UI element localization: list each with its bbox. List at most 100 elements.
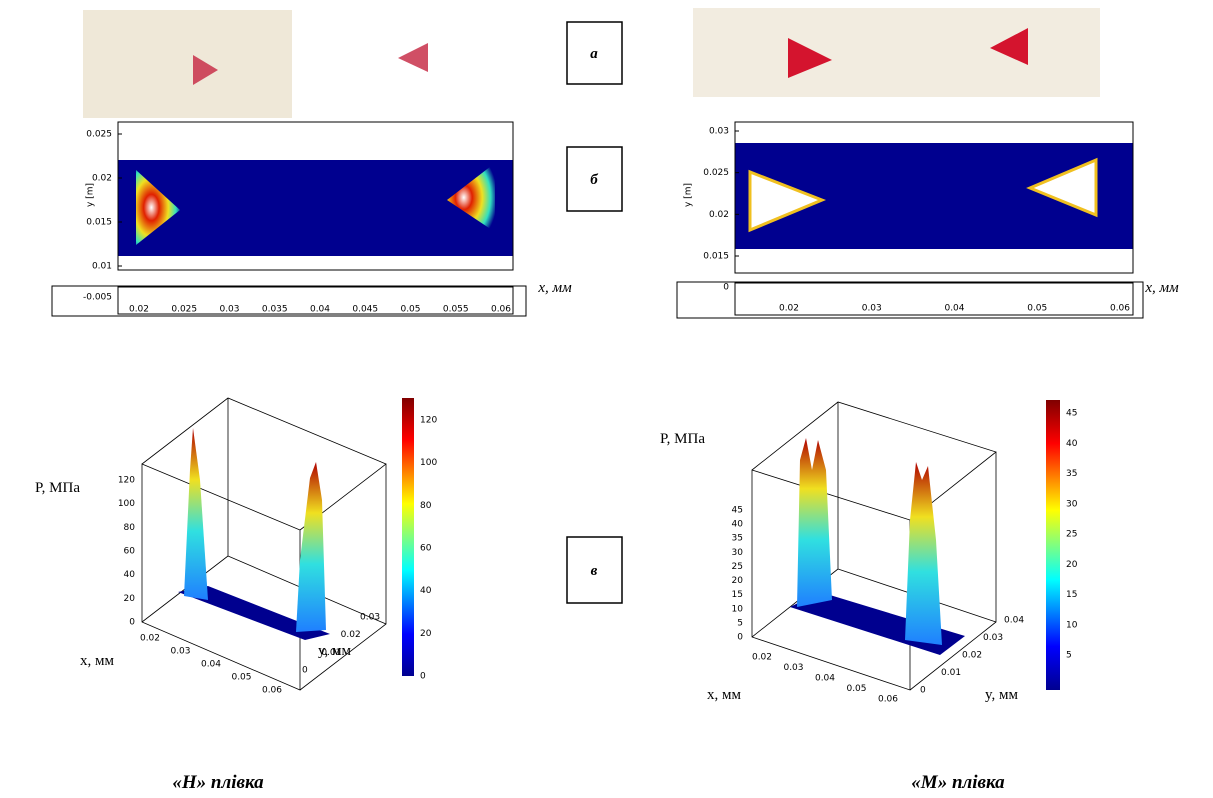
z-axis-label: P, МПа — [660, 431, 705, 447]
y-tick-label: 0.025 — [86, 130, 112, 140]
photo — [693, 8, 1100, 97]
x-tick-label: 0.06 — [262, 686, 282, 696]
z-tick-label: 20 — [124, 594, 136, 604]
peak — [797, 438, 832, 607]
colorbar-tick-label: 25 — [1066, 530, 1077, 540]
floor — [178, 586, 330, 640]
imprint — [398, 43, 428, 72]
x-tick-label: 0.05 — [400, 305, 420, 315]
z-tick-label: 10 — [732, 604, 744, 614]
hot-spot — [136, 170, 180, 245]
colorbar-tick-label: 80 — [420, 501, 432, 511]
x-axis-label: x, мм — [1144, 280, 1179, 296]
peak — [905, 462, 942, 645]
z-tick-label: 35 — [732, 534, 743, 544]
x-tick-label: 0.025 — [171, 305, 197, 315]
x-tick-label: 0.05 — [231, 673, 251, 683]
x-tick-label: 0.06 — [878, 695, 898, 705]
x-tick-label: 0.02 — [752, 653, 772, 663]
x-tick-label: 0.03 — [219, 305, 239, 315]
colorbar-tick-label: 100 — [420, 458, 437, 468]
y-tick-label: 0 — [920, 686, 926, 696]
y-tick-label: 0.025 — [703, 168, 729, 178]
colorbar-tick-label: 40 — [1066, 439, 1078, 449]
y-axis-label: y [m] — [684, 183, 694, 207]
peak — [184, 428, 208, 600]
axes-frame — [734, 282, 1134, 316]
x-tick-label: 0.04 — [944, 304, 964, 314]
panel-label: б — [590, 172, 598, 188]
caption: «М» плівка — [911, 772, 1005, 793]
x-tick-label: 0.06 — [491, 305, 511, 315]
plot-3d — [141, 397, 414, 691]
peak — [296, 462, 326, 632]
x-axis-label: x, мм — [80, 653, 114, 669]
y-tick-label: 0.03 — [983, 633, 1003, 643]
y-axis-label: y, мм — [985, 687, 1019, 703]
z-tick-label: 15 — [732, 590, 743, 600]
y-tick-label: 0.04 — [1004, 616, 1024, 626]
z-tick-label: 20 — [732, 576, 744, 586]
axes-frame — [117, 121, 514, 271]
y-tick-label: 0 — [302, 666, 308, 676]
label-box — [566, 536, 623, 604]
colorbar-tick-label: 45 — [1066, 409, 1077, 419]
y-axis-label: y, мм — [318, 643, 352, 659]
hot-spot — [748, 169, 827, 233]
x-tick-label: 0.03 — [783, 663, 803, 673]
colorbar-tick-label: 0 — [420, 672, 426, 682]
z-tick-label: 0 — [129, 618, 135, 628]
colorbar — [1046, 400, 1060, 690]
colorbar-tick-label: 30 — [1066, 499, 1078, 509]
colorbar-tick-label: 120 — [420, 416, 437, 426]
z-tick-label: 80 — [124, 523, 136, 533]
x-tick-label: 0.03 — [170, 647, 190, 657]
y-tick-label: 0.02 — [341, 630, 361, 640]
y-tick-label: 0.02 — [962, 651, 982, 661]
y-axis-label: y [m] — [86, 183, 96, 207]
z-tick-label: 40 — [732, 520, 744, 530]
y-tick-label: 0.03 — [709, 127, 729, 137]
colorbar — [402, 398, 414, 676]
colorbar-tick-label: 35 — [1066, 469, 1077, 479]
x-axis-label: x, мм — [537, 280, 572, 296]
z-tick-label: 5 — [737, 618, 743, 628]
imprint — [193, 55, 218, 85]
x-tick-label: 0.02 — [140, 634, 160, 644]
z-tick-label: 25 — [732, 562, 743, 572]
imprint — [990, 28, 1028, 65]
colorbar-tick-label: 5 — [1066, 651, 1072, 661]
z-axis-label: P, МПа — [35, 480, 80, 496]
colorbar-tick-label: 15 — [1066, 590, 1077, 600]
z-tick-label: 0 — [737, 633, 743, 643]
x-tick-label: 0.03 — [862, 304, 882, 314]
colorbar-tick-label: 60 — [420, 544, 432, 554]
axes-frame — [734, 121, 1134, 274]
y-tick-label: -0.005 — [83, 293, 112, 303]
x-tick-label: 0.05 — [846, 684, 866, 694]
x-tick-label: 0.06 — [1110, 304, 1130, 314]
imprint — [788, 38, 832, 78]
y-tick-label: 0.01 — [92, 262, 112, 272]
panel-label: а — [590, 46, 598, 62]
z-tick-label: 100 — [118, 499, 135, 509]
x-tick-label: 0.04 — [310, 305, 330, 315]
label-box — [566, 21, 623, 85]
box-edges — [141, 397, 387, 691]
axes-frame — [117, 286, 514, 315]
hot-spot — [447, 163, 495, 232]
x-tick-label: 0.05 — [1027, 304, 1047, 314]
z-tick-label: 30 — [732, 548, 744, 558]
y-tick-label: 0.01 — [941, 668, 961, 678]
colorbar-tick-label: 40 — [420, 586, 432, 596]
y-tick-label: 0.01 — [321, 648, 341, 658]
caption: «Н» плівка — [172, 772, 264, 793]
x-tick-label: 0.04 — [201, 660, 221, 670]
colorbar-tick-label: 10 — [1066, 620, 1078, 630]
z-tick-label: 120 — [118, 476, 135, 486]
x-tick-label: 0.055 — [443, 305, 469, 315]
y-tick-label: 0.03 — [360, 613, 380, 623]
colorbar-tick-label: 20 — [1066, 560, 1078, 570]
strip-frame — [51, 285, 527, 317]
